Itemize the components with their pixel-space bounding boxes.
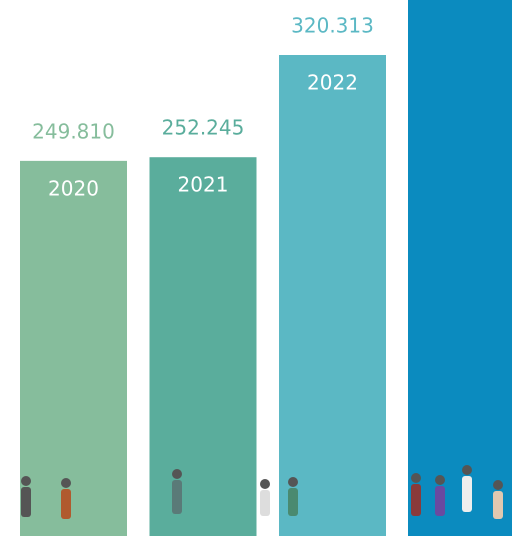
cropped-bar: [408, 0, 512, 536]
bar: [150, 157, 257, 536]
category-label: 2020: [48, 176, 99, 200]
category-label: 2021: [178, 173, 229, 197]
value-label: 252.245: [162, 116, 245, 140]
value-label: 249.810: [32, 119, 115, 143]
chart: 249.810 2020 252.245 2021 320.313 2022: [0, 0, 512, 536]
bar: [20, 161, 127, 536]
category-label: 2022: [307, 71, 358, 95]
value-label: 320.313: [291, 14, 374, 38]
bar: [279, 55, 386, 536]
